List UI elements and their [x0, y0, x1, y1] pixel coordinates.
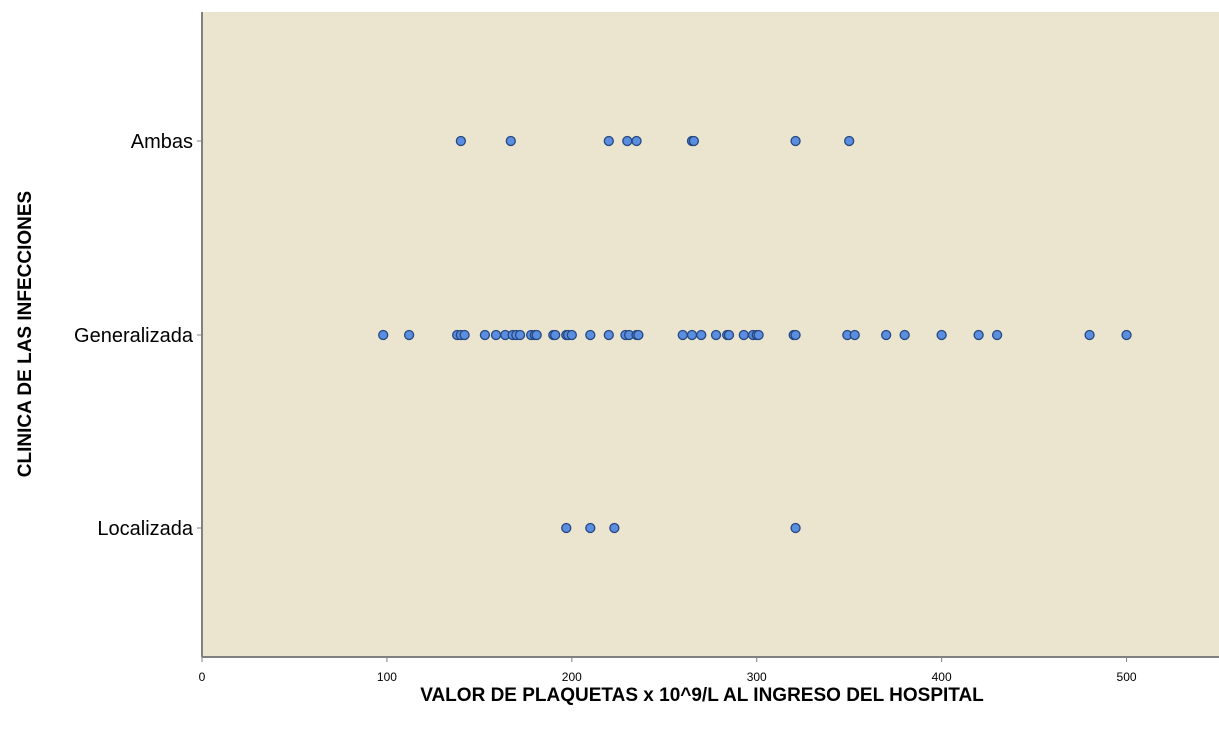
data-point	[849, 329, 860, 341]
data-point	[723, 329, 735, 341]
data-point	[790, 522, 801, 534]
data-point	[609, 522, 620, 534]
data-point	[710, 329, 722, 341]
data-point	[566, 329, 577, 341]
data-point	[603, 329, 614, 341]
data-point	[686, 329, 698, 341]
data-point	[844, 135, 855, 147]
data-point	[738, 329, 749, 341]
y-axis-title: CLINICA DE LAS INFECCIONES	[15, 191, 36, 477]
y-axis-categories: Ambas Generalizada Localizada	[74, 131, 202, 540]
x-tick-label: 200	[562, 670, 582, 684]
data-point	[585, 522, 596, 534]
x-tick-label: 0	[199, 670, 206, 684]
data-point	[790, 135, 801, 147]
data-point	[561, 522, 572, 534]
data-point	[550, 329, 561, 341]
data-point	[973, 329, 984, 341]
data-point	[378, 329, 389, 341]
plot-area	[202, 12, 1219, 657]
data-point	[631, 135, 642, 147]
y-category-label: Ambas	[131, 131, 193, 153]
y-category-label: Localizada	[97, 518, 194, 540]
data-point	[753, 329, 764, 341]
x-tick-label: 400	[932, 670, 952, 684]
data-point	[531, 329, 542, 341]
data-points	[378, 135, 1132, 534]
data-point	[899, 329, 910, 341]
x-tick-label: 500	[1117, 670, 1137, 684]
data-point	[403, 329, 415, 341]
data-point	[479, 329, 491, 341]
data-point	[936, 329, 947, 341]
x-axis-ticks: 0 100 200 300 400 500	[199, 657, 1137, 684]
data-point	[696, 329, 707, 341]
data-point	[459, 329, 470, 341]
data-point	[633, 329, 644, 341]
y-category-label: Generalizada	[74, 325, 194, 347]
data-point	[505, 135, 516, 147]
data-point	[881, 329, 892, 341]
data-point	[790, 329, 801, 341]
x-axis-title: VALOR DE PLAQUETAS x 10^9/L AL INGRESO D…	[420, 685, 984, 706]
data-point	[1084, 329, 1095, 341]
x-tick-label: 100	[377, 670, 397, 684]
data-point	[585, 329, 596, 341]
data-point	[1121, 329, 1132, 341]
x-tick-label: 300	[747, 670, 767, 684]
data-point	[455, 135, 467, 147]
data-point	[622, 135, 633, 147]
data-point	[490, 329, 502, 341]
data-point	[514, 329, 526, 341]
data-point	[991, 329, 1003, 341]
data-point	[688, 135, 700, 147]
data-point	[603, 135, 614, 147]
data-point	[677, 329, 688, 341]
